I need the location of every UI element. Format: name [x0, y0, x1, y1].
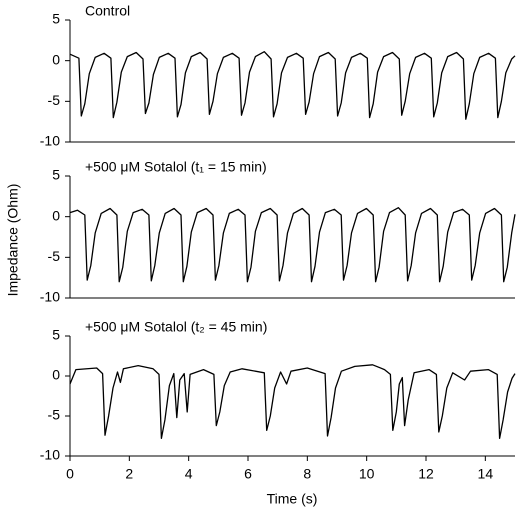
trace: [69, 207, 516, 283]
panel-title: +500 μM Sotalol (t₂ = 45 min): [85, 319, 267, 335]
y-tick-label: 0: [52, 367, 60, 383]
y-tick-label: -5: [48, 92, 61, 108]
y-tick-label: -5: [48, 407, 61, 423]
x-tick-label: 10: [359, 466, 375, 482]
panel-title: Control: [85, 3, 130, 19]
x-tick-label: 0: [66, 466, 74, 482]
x-tick-label: 12: [418, 466, 434, 482]
y-tick-label: -10: [40, 289, 60, 305]
y-axis-label: Impedance (Ohm): [5, 184, 21, 297]
x-axis-label: Time (s): [267, 491, 318, 507]
y-tick-label: 0: [52, 51, 60, 67]
x-tick-label: 8: [303, 466, 311, 482]
x-tick-label: 14: [478, 466, 494, 482]
panel-title: +500 μM Sotalol (t₁ = 15 min): [85, 159, 267, 175]
y-tick-label: 0: [52, 207, 60, 223]
trace: [69, 364, 516, 440]
y-tick-label: -10: [40, 133, 60, 149]
y-tick-label: 5: [52, 167, 60, 183]
x-tick-label: 2: [125, 466, 133, 482]
y-tick-label: -10: [40, 447, 60, 463]
y-tick-label: 5: [52, 11, 60, 27]
trace: [69, 51, 516, 120]
x-tick-label: 6: [244, 466, 252, 482]
x-tick-label: 4: [185, 466, 193, 482]
y-tick-label: 5: [52, 327, 60, 343]
y-tick-label: -5: [48, 248, 61, 264]
